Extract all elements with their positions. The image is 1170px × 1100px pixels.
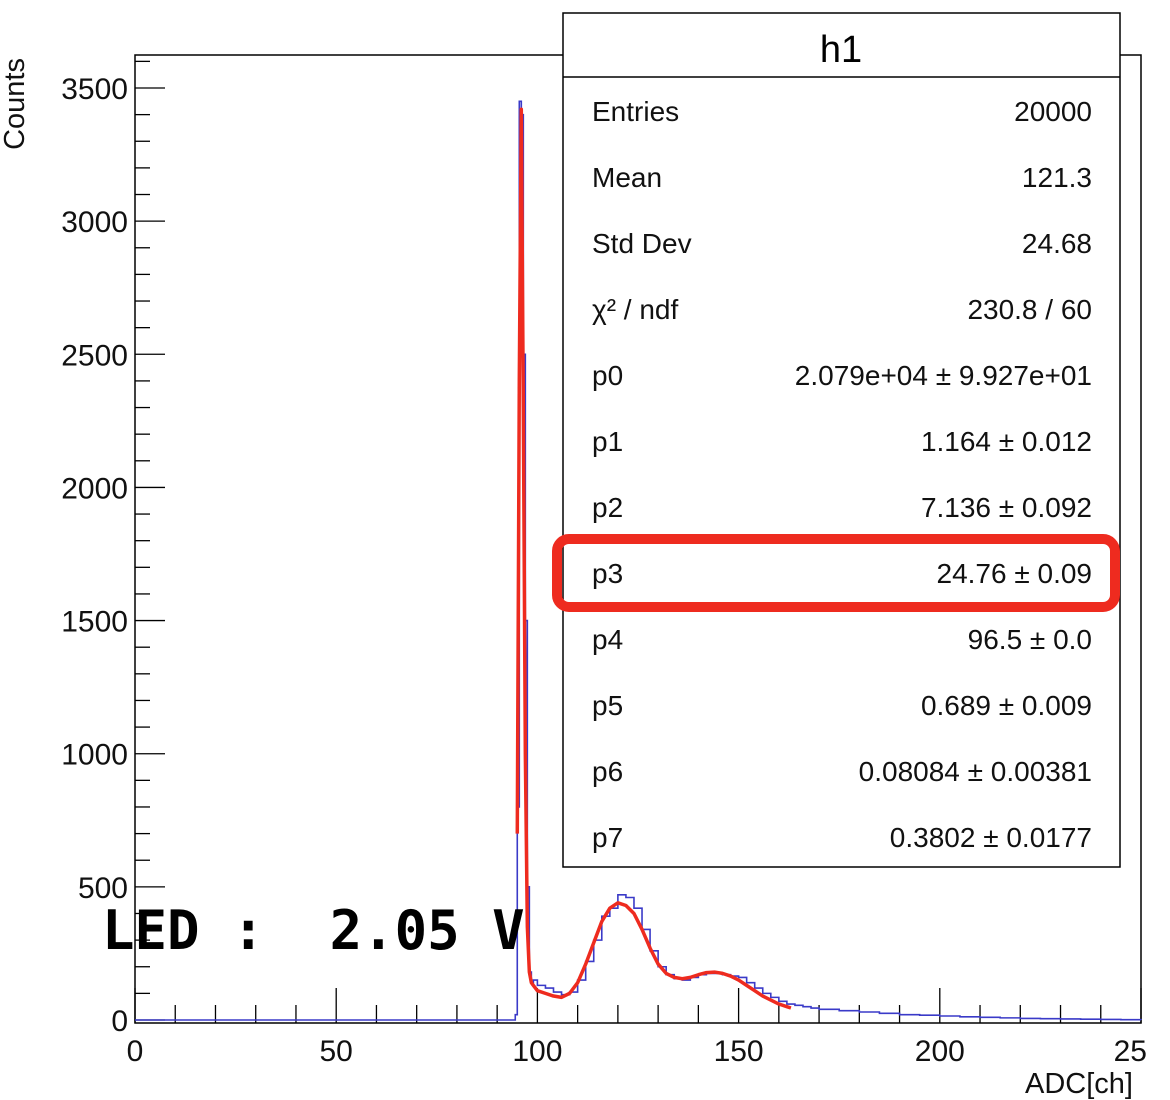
- stats-row-value: 2.079e+04 ± 9.927e+01: [795, 360, 1092, 391]
- y-tick-label: 1500: [61, 606, 128, 639]
- series-layer: [135, 100, 1142, 1021]
- stats-row-label: Std Dev: [592, 228, 692, 259]
- y-tick-label: 1000: [61, 739, 128, 772]
- stats-row-value: 0.689 ± 0.009: [921, 690, 1092, 721]
- x-axis-title: ADC[ch]: [1025, 1068, 1133, 1100]
- stats-row-label: p1: [592, 426, 623, 457]
- y-tick-label: 500: [78, 872, 128, 905]
- y-tick-label: 0: [111, 1005, 128, 1038]
- stats-row-label: p4: [592, 624, 623, 655]
- stats-row-label: χ² / ndf: [592, 294, 679, 325]
- x-tick-label: 150: [714, 1035, 764, 1068]
- x-tick-label: 25: [1114, 1035, 1147, 1068]
- stats-row-value: 230.8 / 60: [967, 294, 1092, 325]
- x-tick-label: 100: [512, 1035, 562, 1068]
- axis-ticks: [134, 60, 1142, 1023]
- stats-row-label: Entries: [592, 96, 679, 127]
- stats-box: h1 Entries 20000 Mean 121.3 Std Dev 24.68 χ² /…: [562, 12, 1121, 868]
- x-tick-label: 200: [915, 1035, 965, 1068]
- y-axis-title: Counts: [0, 58, 31, 150]
- led-voltage-annotation: LED : 2.05 V: [102, 899, 525, 962]
- stats-row-value: 96.5 ± 0.0: [968, 624, 1092, 655]
- y-tick-label: 2500: [61, 339, 128, 372]
- y-tick-label: 2000: [61, 472, 128, 505]
- p3-highlight-box: [552, 534, 1120, 612]
- stats-row-label: p3: [592, 558, 623, 589]
- stats-row-label: p7: [592, 822, 623, 853]
- stats-row-value: 24.68: [1022, 228, 1092, 259]
- stats-row-label: p0: [592, 360, 623, 391]
- stats-row-label: p2: [592, 492, 623, 523]
- stats-row-label: p6: [592, 756, 623, 787]
- stats-row-value: 1.164 ± 0.012: [921, 426, 1092, 457]
- stats-row-value: 0.3802 ± 0.0177: [890, 822, 1092, 853]
- stats-row-label: Mean: [592, 162, 662, 193]
- axis-tick-labels: 0 50 100 150 200 2505001000150020002500300035…: [61, 73, 1147, 1068]
- y-tick-label: 3500: [61, 73, 128, 106]
- stats-row-value: 7.136 ± 0.092: [921, 492, 1092, 523]
- stats-row-value: 121.3: [1022, 162, 1092, 193]
- x-tick-label: 0: [127, 1035, 144, 1068]
- stats-row-value: 24.76 ± 0.09: [937, 558, 1093, 589]
- stats-row-value: 0.08084 ± 0.00381: [859, 756, 1092, 787]
- stats-row-label: p5: [592, 690, 623, 721]
- x-tick-label: 50: [320, 1035, 353, 1068]
- stats-box-title: h1: [820, 29, 862, 71]
- stats-box-frame: [562, 12, 1121, 868]
- y-tick-label: 3000: [61, 206, 128, 239]
- fit-curve-series: [515, 107, 792, 1010]
- histogram-series: [135, 100, 1142, 1021]
- stats-rows: Entries 20000 Mean 121.3 Std Dev 24.68 χ² / nd…: [592, 96, 1092, 853]
- stats-row-value: 20000: [1014, 96, 1092, 127]
